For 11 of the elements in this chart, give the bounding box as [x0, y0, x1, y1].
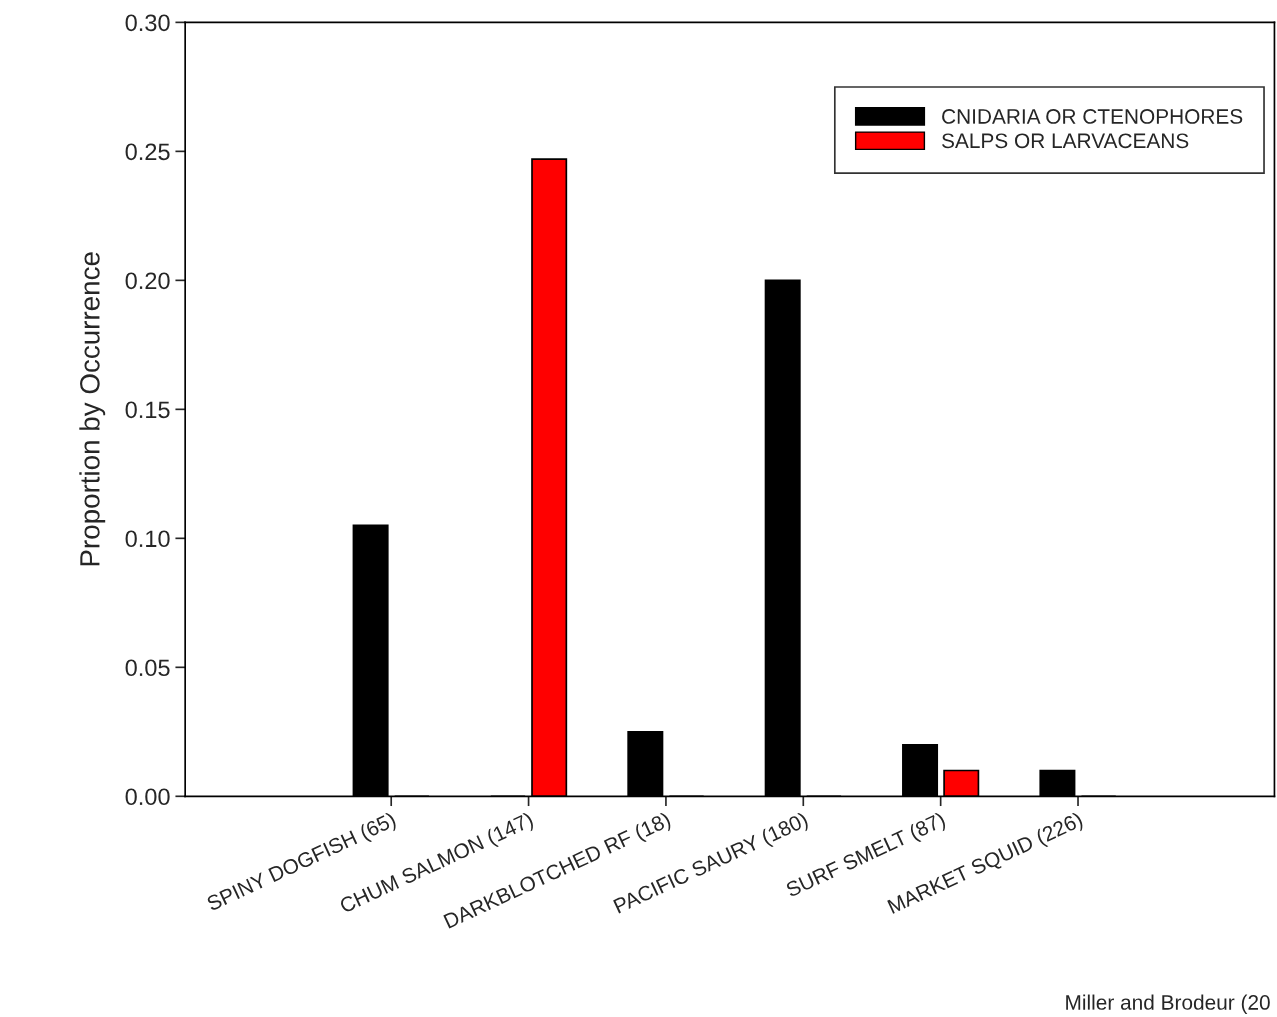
legend-label: SALPS OR LARVACEANS — [942, 133, 1189, 149]
y-axis-title: Proportion by Occurrence — [79, 252, 106, 566]
y-tick-label: 0.30 — [125, 14, 170, 32]
text: Miller and Brodeur (20 — [1066, 994, 1270, 1014]
y-tick-label: 0.20 — [125, 272, 170, 290]
y-tick-label: 0.00 — [125, 788, 170, 806]
y-tick-label: 0.15 — [125, 401, 170, 419]
y-tick-label: 0.05 — [125, 659, 170, 677]
y-tick-label: 0.10 — [125, 530, 170, 548]
y-tick-label: 0.25 — [125, 143, 170, 161]
legend-label: CNIDARIA OR CTENOPHORES — [942, 109, 1243, 124]
